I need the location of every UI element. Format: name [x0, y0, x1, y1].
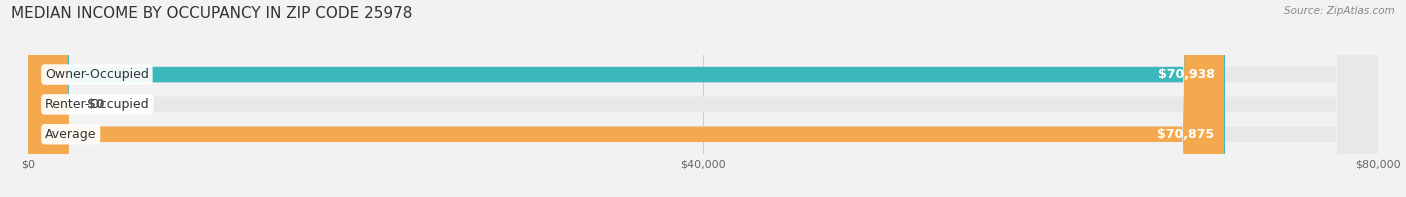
FancyBboxPatch shape: [28, 0, 1378, 197]
FancyBboxPatch shape: [28, 0, 1378, 197]
Text: Owner-Occupied: Owner-Occupied: [45, 68, 149, 81]
Text: $0: $0: [87, 98, 104, 111]
FancyBboxPatch shape: [28, 0, 1225, 197]
Text: Average: Average: [45, 128, 97, 141]
FancyBboxPatch shape: [28, 0, 65, 197]
Text: $70,875: $70,875: [1157, 128, 1213, 141]
FancyBboxPatch shape: [28, 0, 1223, 197]
Text: Renter-Occupied: Renter-Occupied: [45, 98, 149, 111]
FancyBboxPatch shape: [28, 0, 1378, 197]
Text: Source: ZipAtlas.com: Source: ZipAtlas.com: [1284, 6, 1395, 16]
Text: $70,938: $70,938: [1159, 68, 1215, 81]
Text: MEDIAN INCOME BY OCCUPANCY IN ZIP CODE 25978: MEDIAN INCOME BY OCCUPANCY IN ZIP CODE 2…: [11, 6, 412, 21]
